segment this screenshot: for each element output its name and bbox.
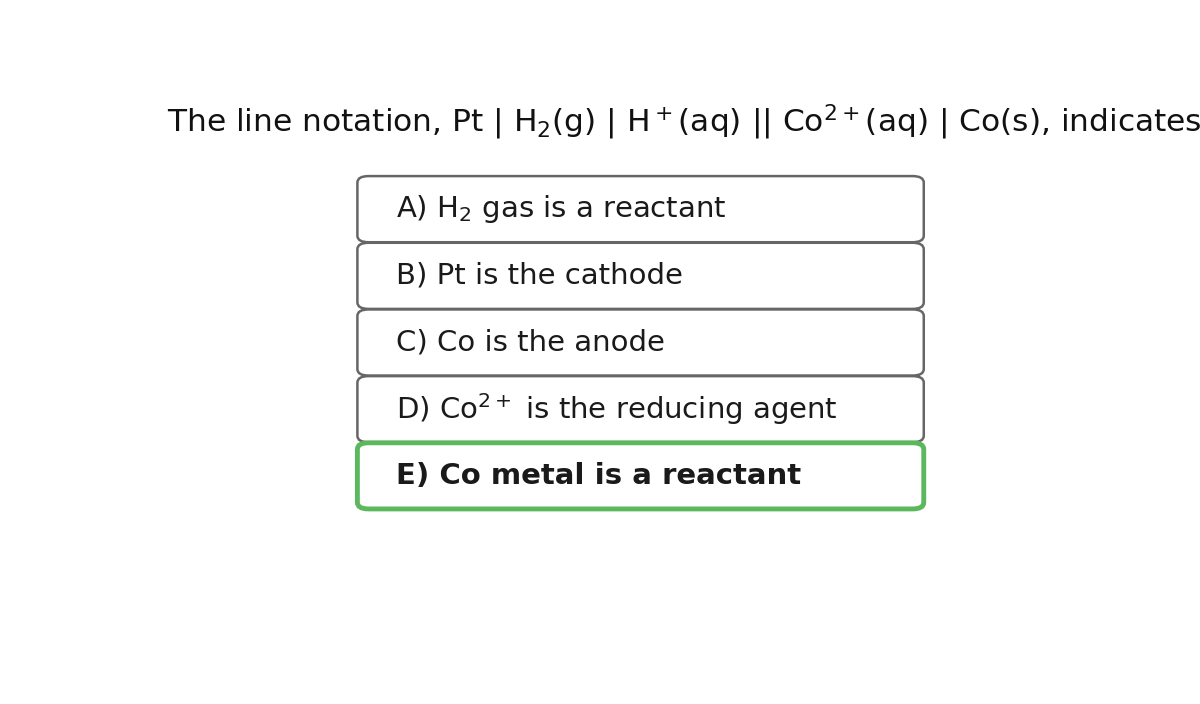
FancyBboxPatch shape	[358, 176, 924, 242]
Text: A) H$_2$ gas is a reactant: A) H$_2$ gas is a reactant	[396, 193, 727, 225]
Text: E) Co metal is a reactant: E) Co metal is a reactant	[396, 462, 802, 490]
FancyBboxPatch shape	[358, 310, 924, 375]
Text: D) Co$^{2+}$ is the reducing agent: D) Co$^{2+}$ is the reducing agent	[396, 391, 838, 427]
FancyBboxPatch shape	[358, 243, 924, 309]
Text: The line notation, Pt | H$_2$(g) | H$^+$(aq) || Co$^{2+}$(aq) | Co(s), indicates: The line notation, Pt | H$_2$(g) | H$^+$…	[167, 103, 1200, 142]
Text: C) Co is the anode: C) Co is the anode	[396, 329, 665, 356]
FancyBboxPatch shape	[358, 443, 924, 509]
Text: B) Pt is the cathode: B) Pt is the cathode	[396, 262, 683, 290]
FancyBboxPatch shape	[358, 376, 924, 442]
